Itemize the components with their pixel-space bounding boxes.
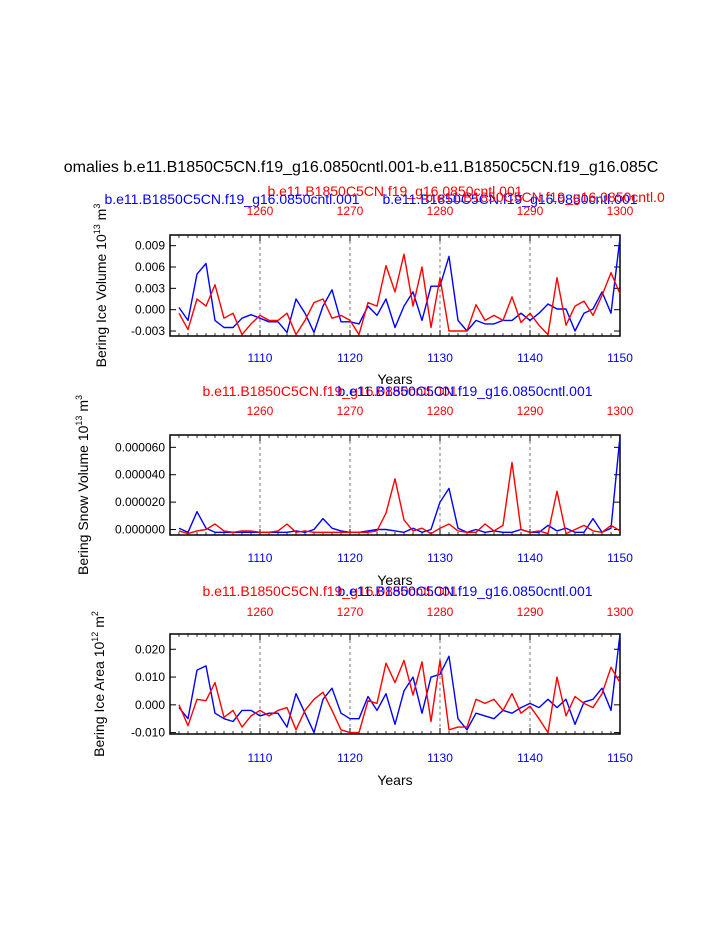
x-tick-label-bottom: 1110	[248, 751, 273, 765]
x-axis-label: Years	[377, 572, 412, 588]
chart-title: b.e11.B1850C5CN.f19_g16.0850cntl.001	[267, 183, 522, 199]
y-tick-label: -0.003	[131, 324, 165, 338]
x-tick-label-top: 1270	[337, 605, 364, 619]
x-tick-label-bottom: 1140	[517, 351, 543, 365]
chart-panel-1: b.e11.B1850C5CN.f19_g16.0850cntl.001b.e1…	[92, 183, 665, 387]
x-tick-label-top: 1270	[337, 404, 364, 418]
series-line-blue	[178, 436, 621, 533]
x-axis-label: Years	[377, 371, 412, 387]
chart-panel-2: b.e11.B1850C5CN.f19_g16.0850cntl.001b.e1…	[74, 383, 634, 588]
x-axis-label: Years	[377, 772, 412, 788]
plot-frame	[169, 234, 621, 337]
x-tick-label-bottom: 1140	[517, 551, 543, 565]
x-tick-label-bottom: 1150	[607, 751, 633, 765]
series-line-blue	[178, 237, 621, 334]
x-tick-label-top: 1260	[247, 204, 274, 218]
y-axis-label: Bering Ice Volume 1013 m3	[92, 204, 109, 368]
y-axis-label: Bering Ice Area 1012 m2	[90, 611, 107, 757]
x-tick-label-top: 1290	[517, 204, 544, 218]
x-tick-label-top: 1290	[517, 404, 544, 418]
y-axis-label: Bering Snow Volume 1013 m3	[74, 395, 91, 575]
x-tick-label-bottom: 1110	[248, 351, 273, 365]
y-tick-label: 0.003	[135, 281, 165, 295]
x-tick-label-bottom: 1120	[337, 551, 363, 565]
x-tick-label-bottom: 1150	[607, 351, 633, 365]
x-tick-label-top: 1300	[607, 404, 634, 418]
x-tick-label-top: 1290	[517, 605, 544, 619]
x-tick-label-bottom: 1120	[337, 751, 363, 765]
chart-title: b.e11.B1850C5CN.f19_g16.0850cntl.0	[425, 189, 665, 205]
chart-title: b.e11.B1850C5CN.f19_g16.0850cntl.001	[202, 583, 457, 599]
y-tick-label: 0.020	[135, 642, 165, 656]
chart-title: b.e11.B1850C5CN.f19_g16.0850cntl.001	[202, 383, 457, 399]
x-tick-label-top: 1300	[607, 204, 634, 218]
y-tick-label: 0.000020	[115, 495, 165, 509]
x-tick-label-bottom: 1150	[607, 551, 633, 565]
chart-title: b.e11.B1850C5CN.f19_g16.0850cntl.001	[337, 383, 592, 399]
series-line-red	[178, 461, 621, 535]
x-tick-label-top: 1260	[247, 605, 274, 619]
series-line-red	[178, 253, 621, 336]
chart-title: b.e11.B1850C5CN.f19_g16.0850cntl.001	[104, 191, 359, 207]
y-tick-label: 0.000	[135, 698, 165, 712]
x-tick-label-bottom: 1130	[427, 751, 453, 765]
x-tick-label-top: 1280	[427, 605, 454, 619]
y-tick-label: 0.000000	[115, 523, 165, 537]
chart-title: b.e11.B1850C5CN.f19_g16.0850cntl.001	[337, 583, 592, 599]
y-tick-label: 0.000	[135, 303, 165, 317]
x-tick-label-bottom: 1110	[248, 551, 273, 565]
series-line-blue	[178, 633, 621, 734]
y-tick-label: -0.010	[131, 726, 165, 740]
page-title: omalies b.e11.B1850C5CN.f19_g16.0850cntl…	[64, 159, 659, 176]
plot-frame	[169, 434, 621, 536]
series-line-red	[178, 659, 621, 734]
y-tick-label: 0.006	[135, 260, 165, 274]
x-tick-label-top: 1260	[247, 404, 274, 418]
y-tick-label: 0.009	[135, 239, 165, 253]
x-tick-label-bottom: 1120	[337, 351, 363, 365]
chart-title: b.e11.B1850C5CN.f19_g16.0850cntl.001	[382, 191, 637, 207]
x-tick-label-top: 1280	[427, 204, 454, 218]
x-tick-label-top: 1270	[337, 204, 364, 218]
panels-group: b.e11.B1850C5CN.f19_g16.0850cntl.001b.e1…	[74, 183, 665, 788]
x-tick-label-top: 1280	[427, 404, 454, 418]
chart-panel-3: b.e11.B1850C5CN.f19_g16.0850cntl.001b.e1…	[90, 583, 634, 788]
x-tick-label-bottom: 1130	[427, 551, 453, 565]
y-tick-label: 0.000040	[115, 468, 165, 482]
y-tick-label: 0.010	[135, 670, 165, 684]
x-tick-label-bottom: 1140	[517, 751, 543, 765]
y-tick-label: 0.000060	[115, 440, 165, 454]
x-tick-label-top: 1300	[607, 605, 634, 619]
x-tick-label-bottom: 1130	[427, 351, 453, 365]
